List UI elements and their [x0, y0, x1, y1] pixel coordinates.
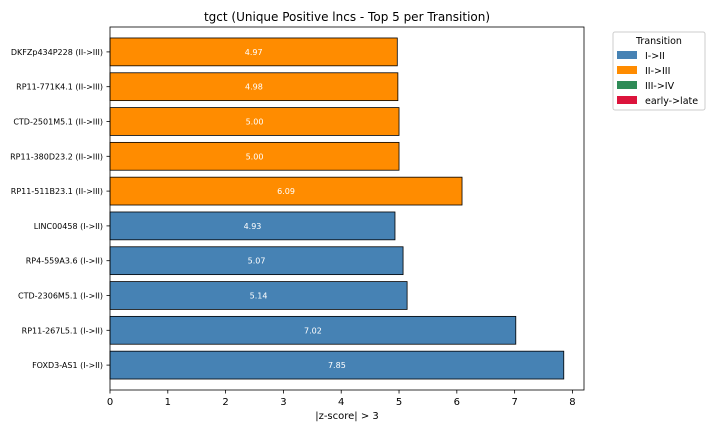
- y-tick-label: RP11-380D23.2 (II->III): [10, 152, 103, 161]
- y-tick-label: CTD-2306M5.1 (I->II): [18, 292, 103, 301]
- x-tick-label: 2: [222, 397, 228, 408]
- legend-label: II->III: [645, 66, 670, 77]
- bar: [109, 72, 399, 102]
- y-tick-label: RP11-267L5.1 (I->II): [22, 326, 103, 335]
- legend-swatch: [617, 66, 637, 74]
- bar: [109, 176, 463, 206]
- legend-title: Transition: [635, 36, 682, 47]
- x-tick-label: 8: [569, 397, 575, 408]
- legend: Transition I->II II->III III->IV early->late: [612, 31, 706, 111]
- bar: [109, 141, 400, 171]
- bar-value-label: 4.93: [244, 222, 262, 231]
- bar: [109, 37, 398, 67]
- bar-value-label: 7.85: [328, 361, 346, 370]
- legend-label: early->late: [645, 96, 698, 107]
- legend-swatch: [617, 81, 637, 89]
- x-tick-label: 5: [396, 397, 402, 408]
- x-tick-label: 6: [454, 397, 460, 408]
- bar: [109, 246, 404, 276]
- bar-value-label: 6.09: [277, 187, 295, 196]
- chart-title: tgct (Unique Positive lncs - Top 5 per T…: [204, 10, 490, 24]
- legend-label: III->IV: [645, 81, 675, 92]
- y-tick-label: DKFZp434P228 (II->III): [11, 48, 103, 57]
- bar-value-label: 4.98: [245, 83, 263, 92]
- plot-area: 4.97 DKFZp434P228 (II->III) 4.98 RP11-771K4…: [10, 26, 585, 422]
- y-tick-label: FOXD3-AS1 (I->II): [32, 361, 103, 370]
- y-tick-label: RP11-771K4.1 (II->III): [16, 83, 103, 92]
- bar: [109, 315, 517, 345]
- legend-swatch: [617, 96, 637, 104]
- bar-value-label: 5.00: [246, 152, 264, 161]
- plot-frame: [109, 26, 585, 391]
- bar: [109, 211, 396, 241]
- bar-value-label: 7.02: [304, 326, 322, 335]
- y-tick-label: LINC00458 (I->II): [34, 222, 103, 231]
- bar-value-label: 5.14: [250, 292, 268, 301]
- y-tick-label: RP11-511B23.1 (II->III): [11, 187, 103, 196]
- x-tick-label: 7: [511, 397, 517, 408]
- bar-value-label: 4.97: [245, 48, 263, 57]
- x-tick-label: 4: [338, 397, 344, 408]
- x-tick-label: 1: [165, 397, 171, 408]
- x-tick-label: 0: [107, 397, 113, 408]
- bar-value-label: 5.00: [246, 118, 264, 127]
- legend-swatch: [617, 51, 637, 59]
- y-tick-label: RP4-559A3.6 (I->II): [26, 257, 103, 266]
- y-tick-label: CTD-2501M5.1 (II->III): [13, 118, 103, 127]
- bar-value-label: 5.07: [248, 257, 266, 266]
- x-axis-label: |z-score| > 3: [315, 411, 379, 422]
- x-tick-label: 3: [280, 397, 286, 408]
- legend-label: I->II: [645, 51, 665, 62]
- bar: [109, 281, 408, 310]
